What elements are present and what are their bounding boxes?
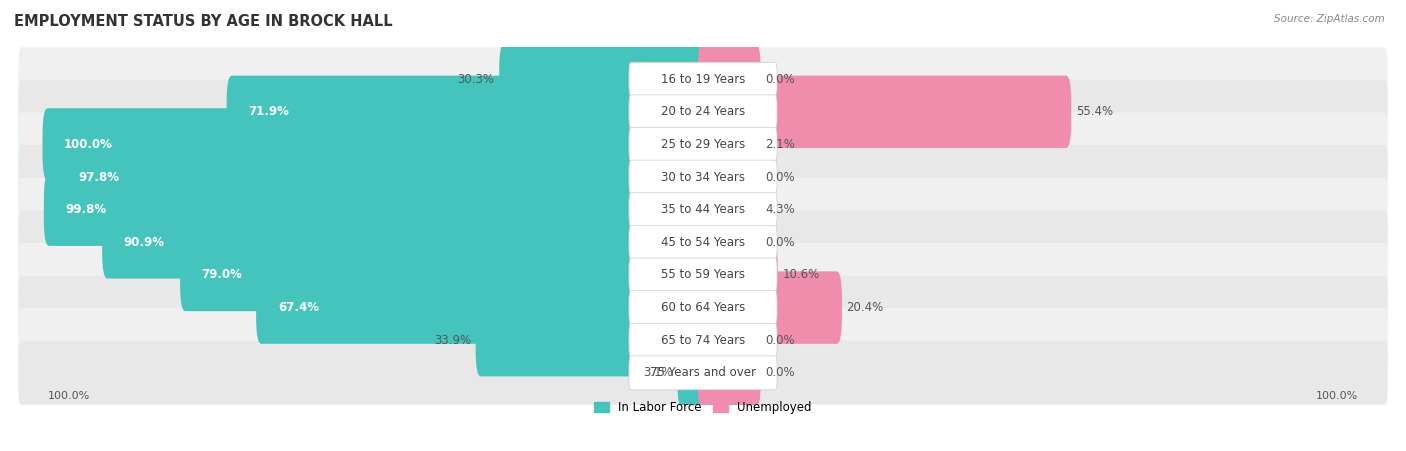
FancyBboxPatch shape	[697, 336, 761, 409]
FancyBboxPatch shape	[18, 276, 1388, 340]
Text: 20.4%: 20.4%	[846, 301, 884, 314]
FancyBboxPatch shape	[18, 243, 1388, 307]
FancyBboxPatch shape	[256, 272, 709, 344]
FancyBboxPatch shape	[697, 239, 778, 311]
Text: 45 to 54 Years: 45 to 54 Years	[661, 236, 745, 249]
Text: 79.0%: 79.0%	[201, 268, 243, 281]
Text: 55.4%: 55.4%	[1076, 106, 1114, 118]
FancyBboxPatch shape	[56, 141, 709, 213]
FancyBboxPatch shape	[628, 128, 778, 161]
FancyBboxPatch shape	[697, 174, 761, 246]
FancyBboxPatch shape	[44, 174, 709, 246]
Text: EMPLOYMENT STATUS BY AGE IN BROCK HALL: EMPLOYMENT STATUS BY AGE IN BROCK HALL	[14, 14, 392, 28]
Text: 3.1%: 3.1%	[643, 366, 673, 379]
FancyBboxPatch shape	[226, 76, 709, 148]
Text: 67.4%: 67.4%	[278, 301, 319, 314]
FancyBboxPatch shape	[18, 341, 1388, 405]
FancyBboxPatch shape	[475, 304, 709, 377]
FancyBboxPatch shape	[697, 272, 842, 344]
FancyBboxPatch shape	[499, 43, 709, 115]
FancyBboxPatch shape	[18, 178, 1388, 242]
Text: 10.6%: 10.6%	[782, 268, 820, 281]
Text: 30.3%: 30.3%	[457, 73, 495, 86]
FancyBboxPatch shape	[697, 76, 1071, 148]
FancyBboxPatch shape	[42, 108, 709, 181]
Text: 75 Years and over: 75 Years and over	[650, 366, 756, 379]
FancyBboxPatch shape	[628, 258, 778, 292]
Text: 25 to 29 Years: 25 to 29 Years	[661, 138, 745, 151]
FancyBboxPatch shape	[678, 336, 709, 409]
FancyBboxPatch shape	[18, 47, 1388, 111]
Text: 71.9%: 71.9%	[249, 106, 290, 118]
FancyBboxPatch shape	[628, 62, 778, 96]
FancyBboxPatch shape	[697, 141, 761, 213]
FancyBboxPatch shape	[628, 226, 778, 259]
Text: 100.0%: 100.0%	[65, 138, 112, 151]
FancyBboxPatch shape	[697, 304, 761, 377]
FancyBboxPatch shape	[18, 308, 1388, 372]
Text: 0.0%: 0.0%	[765, 366, 794, 379]
Legend: In Labor Force, Unemployed: In Labor Force, Unemployed	[595, 401, 811, 414]
Text: 60 to 64 Years: 60 to 64 Years	[661, 301, 745, 314]
Text: 55 to 59 Years: 55 to 59 Years	[661, 268, 745, 281]
Text: 0.0%: 0.0%	[765, 334, 794, 347]
Text: 33.9%: 33.9%	[434, 334, 471, 347]
FancyBboxPatch shape	[18, 145, 1388, 209]
Text: 0.0%: 0.0%	[765, 170, 794, 184]
FancyBboxPatch shape	[18, 80, 1388, 144]
FancyBboxPatch shape	[180, 239, 709, 311]
FancyBboxPatch shape	[18, 210, 1388, 274]
FancyBboxPatch shape	[697, 206, 761, 279]
Text: 0.0%: 0.0%	[765, 73, 794, 86]
FancyBboxPatch shape	[628, 160, 778, 194]
Text: 0.0%: 0.0%	[765, 236, 794, 249]
Text: 99.8%: 99.8%	[66, 203, 107, 216]
FancyBboxPatch shape	[628, 95, 778, 129]
FancyBboxPatch shape	[628, 323, 778, 357]
FancyBboxPatch shape	[697, 108, 761, 181]
FancyBboxPatch shape	[628, 290, 778, 325]
Text: 100.0%: 100.0%	[1316, 391, 1358, 401]
Text: 30 to 34 Years: 30 to 34 Years	[661, 170, 745, 184]
Text: 97.8%: 97.8%	[79, 170, 120, 184]
FancyBboxPatch shape	[103, 206, 709, 279]
FancyBboxPatch shape	[697, 43, 761, 115]
Text: 100.0%: 100.0%	[48, 391, 90, 401]
Text: 65 to 74 Years: 65 to 74 Years	[661, 334, 745, 347]
Text: 35 to 44 Years: 35 to 44 Years	[661, 203, 745, 216]
FancyBboxPatch shape	[628, 356, 778, 390]
Text: 90.9%: 90.9%	[124, 236, 165, 249]
Text: Source: ZipAtlas.com: Source: ZipAtlas.com	[1274, 14, 1385, 23]
Text: 4.3%: 4.3%	[765, 203, 794, 216]
FancyBboxPatch shape	[628, 193, 778, 227]
Text: 2.1%: 2.1%	[765, 138, 796, 151]
Text: 16 to 19 Years: 16 to 19 Years	[661, 73, 745, 86]
FancyBboxPatch shape	[18, 112, 1388, 176]
Text: 20 to 24 Years: 20 to 24 Years	[661, 106, 745, 118]
